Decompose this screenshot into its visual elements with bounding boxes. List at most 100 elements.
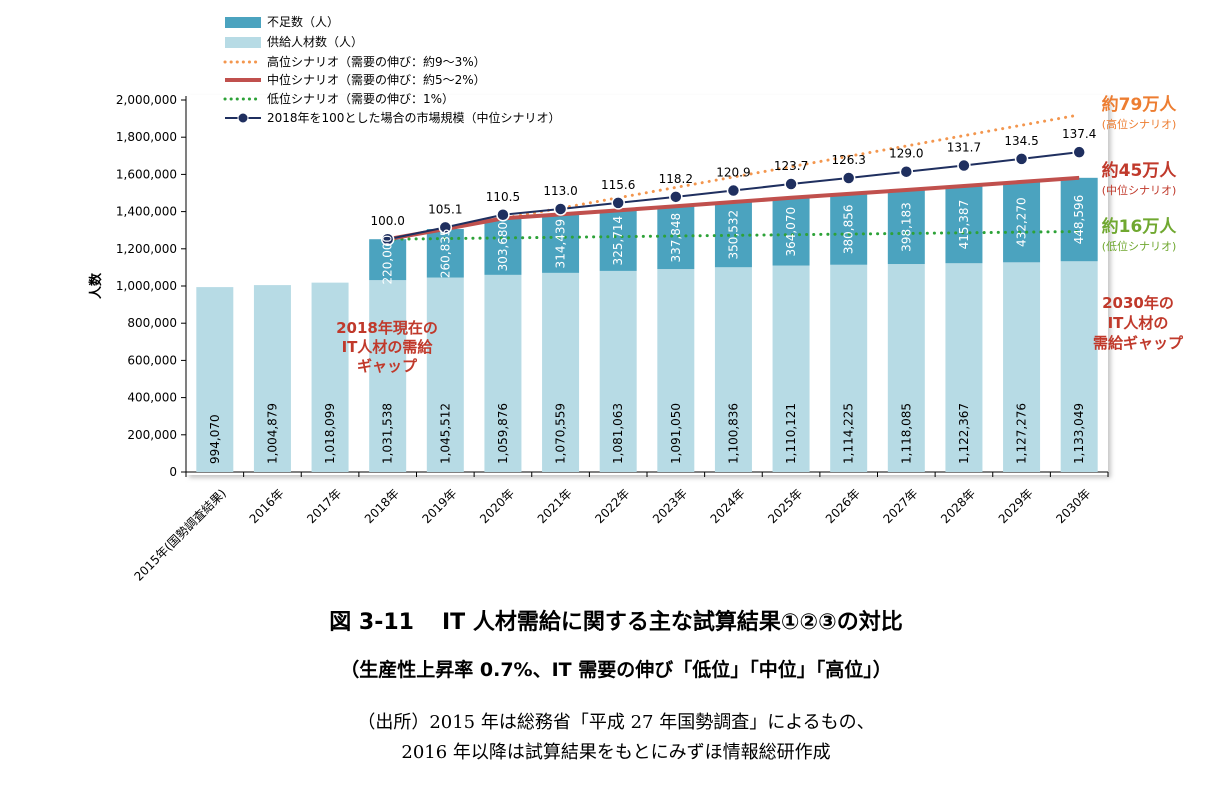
supply-bar (887, 264, 925, 472)
y-tick-label: 1,000,000 (116, 279, 177, 293)
y-tick-label: 1,600,000 (116, 167, 177, 181)
supply-bar (426, 277, 464, 472)
supply-value-label: 1,133,049 (1072, 403, 1086, 464)
supply-value-label: 1,031,538 (381, 403, 395, 464)
supply-bar (657, 269, 695, 472)
market-size-marker (899, 164, 914, 179)
market-index-label: 113.0 (543, 184, 577, 198)
shortage-value-label: 325,714 (611, 216, 625, 266)
supply-bar (772, 265, 810, 472)
data-labels: 994,070 1,004,879 1,018,099 1,031,538 1,045,… (208, 127, 1097, 464)
shortage-bar (599, 210, 637, 271)
source-line-2: 2016 年以降は試算結果をもとにみずほ情報総研作成 (401, 742, 831, 763)
shortage-bar (369, 239, 407, 281)
it-talent-chart: 0 200,000 400,000 600,000 800,000 1,000,000 1,… (88, 14, 1184, 584)
y-tick-label: 0 (169, 465, 177, 479)
y-tick-label: 800,000 (127, 316, 177, 330)
x-tick-label: 2026年 (823, 486, 863, 526)
legend: 不足数（人） 供給人材数（人） 高位シナリオ（需要の伸び：約9～3%） 中位シナリオ（… (223, 14, 560, 125)
shortage-value-label: 415,387 (957, 200, 971, 250)
shortage-value-label: 350,532 (726, 210, 740, 260)
supply-bar (196, 287, 234, 472)
supply-value-label: 1,004,879 (265, 403, 279, 464)
shortage-value-label: 380,856 (842, 205, 856, 255)
market-index-label: 120.9 (716, 166, 750, 180)
annotation-text: IT人材の需給 (342, 338, 434, 356)
market-index-label: 105.1 (428, 202, 462, 216)
shortage-value-label: 260,835 (438, 228, 452, 278)
x-tick-label: 2029年 (996, 486, 1036, 526)
shortage-bar (887, 189, 925, 265)
legend-label: 中位シナリオ（需要の伸び：約5～2%） (267, 72, 486, 87)
market-index-label: 100.0 (371, 214, 405, 228)
annotation-text: 約79万人 (1102, 94, 1178, 115)
legend-marker (237, 112, 249, 124)
x-tick-label: 2020年 (477, 486, 517, 526)
shortage-value-label: 398,183 (899, 202, 913, 252)
legend-label: 高位シナリオ（需要の伸び：約9～3%） (267, 54, 486, 69)
supply-bar (311, 282, 349, 472)
shortage-bar (426, 229, 464, 278)
supply-value-label: 1,110,121 (784, 403, 798, 464)
x-tick-label: 2015年(国勢調査結果) (131, 486, 229, 584)
supply-value-label: 994,070 (208, 414, 222, 464)
supply-bar (830, 264, 868, 472)
market-index-label: 129.0 (889, 147, 923, 161)
supply-bar (1003, 262, 1041, 472)
supply-value-label: 1,081,063 (611, 403, 625, 464)
x-tick-label: 2024年 (708, 486, 748, 526)
x-tick-label: 2019年 (419, 486, 459, 526)
market-index-label: 118.2 (659, 172, 693, 186)
x-tick-label: 2025年 (765, 486, 805, 526)
x-tick-label: 2030年 (1053, 486, 1093, 526)
legend-swatch (225, 37, 261, 48)
market-index-label: 115.6 (601, 178, 635, 192)
scenario-lines (380, 113, 1086, 246)
market-index-label: 110.5 (486, 190, 520, 204)
annotation-note: (高位シナリオ) (1102, 117, 1177, 131)
market-size-marker (1072, 145, 1086, 159)
market-size-marker (784, 177, 798, 191)
annotation-note: (低位シナリオ) (1102, 239, 1177, 253)
shortage-bar (1060, 177, 1098, 262)
supply-value-label: 1,018,099 (323, 403, 337, 464)
x-tick-label: 2018年 (362, 486, 402, 526)
x-tick-label: 2023年 (650, 486, 690, 526)
shortage-value-label: 448,596 (1072, 195, 1086, 245)
legend-label: 不足数（人） (267, 14, 339, 29)
shortage-value-label: 303,680 (496, 222, 510, 272)
shortage-value-label: 432,270 (1015, 197, 1029, 247)
low-scenario-line (386, 230, 1081, 241)
x-tick-label: 2027年 (880, 486, 920, 526)
shortage-value-label: 364,070 (784, 207, 798, 257)
y-tick-label: 1,200,000 (116, 242, 177, 256)
supply-value-label: 1,127,276 (1015, 403, 1029, 464)
supply-bar (253, 285, 291, 472)
y-tick-label: 600,000 (127, 353, 177, 367)
market-size-marker (380, 232, 395, 246)
market-size-marker (1014, 152, 1029, 166)
shortage-bar (830, 193, 868, 265)
y-tick-label: 200,000 (127, 428, 177, 442)
market-size-marker (841, 171, 856, 185)
legend-label: 低位シナリオ（需要の伸び：1%） (267, 91, 454, 106)
legend-label: 供給人材数（人） (267, 34, 363, 49)
legend-swatch (225, 17, 261, 28)
annotation-text: 約16万人 (1102, 216, 1178, 237)
shortage-bar (484, 218, 522, 275)
shortage-value-label: 337,848 (669, 213, 683, 263)
bars (196, 177, 1098, 472)
source-line-1: （出所）2015 年は総務省「平成 27 年国勢調査」によるもの、 (357, 712, 875, 733)
market-size-marker (611, 196, 625, 210)
market-index-label: 123.7 (774, 159, 808, 173)
supply-bar (369, 280, 407, 472)
annotation-note: (中位シナリオ) (1102, 183, 1177, 197)
market-index-label: 134.5 (1004, 134, 1038, 148)
annotation-text: 2030年の (1102, 294, 1174, 312)
x-tick-label: 2016年 (247, 486, 287, 526)
legend-label: 2018年を100とした場合の市場規模（中位シナリオ） (267, 110, 560, 125)
annotation-text: 需給ギャップ (1093, 334, 1184, 352)
shortage-bar (542, 214, 580, 273)
x-tick-label: 2028年 (938, 486, 978, 526)
annotation-text: 約45万人 (1102, 160, 1178, 181)
